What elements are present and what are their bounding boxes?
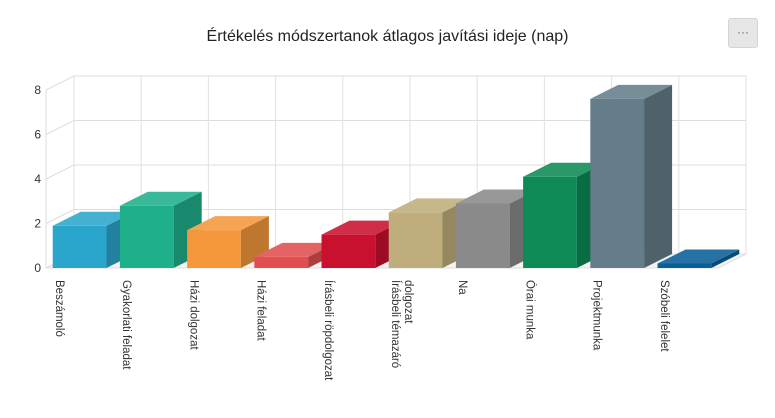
bar-front xyxy=(455,203,510,268)
x-tick-label: Gyakorlati feladat xyxy=(120,280,132,370)
x-tick-label: Na xyxy=(456,280,468,295)
x-tick-label-line: Na xyxy=(456,280,468,295)
bar-front xyxy=(523,176,577,268)
x-tick-label: Házi dolgozat xyxy=(187,280,199,350)
bar-front xyxy=(254,256,309,268)
x-tick-label-line: Gyakorlati feladat xyxy=(120,280,132,370)
bar-front xyxy=(52,225,107,268)
bar-front xyxy=(590,98,645,269)
bar-side xyxy=(711,249,740,268)
bar-top xyxy=(321,220,404,235)
x-tick-label-line: Beszámoló xyxy=(53,280,65,337)
bar-side xyxy=(644,84,673,269)
gridline-side xyxy=(45,209,75,224)
x-tick-label-line: dolgozat xyxy=(402,280,414,324)
y-tick-label: 2 xyxy=(34,217,41,231)
bar-top xyxy=(187,216,269,231)
x-tick-label-line: Házi dolgozat xyxy=(187,280,199,350)
chart-menu-button[interactable]: ··· xyxy=(728,18,758,48)
x-tick-label-line: Szóbeli felelet xyxy=(658,280,670,352)
x-tick-label: Beszámoló xyxy=(53,280,65,337)
x-tick-label: Házi feladat xyxy=(255,280,267,342)
bar-top xyxy=(388,198,471,213)
y-tick-label: 0 xyxy=(34,261,41,275)
gridline-side xyxy=(45,164,75,180)
bar-front xyxy=(657,263,712,268)
x-tick-label: Projektmunka xyxy=(591,280,603,351)
x-tick-label: Írásbeli témazáródolgozat xyxy=(389,280,414,368)
bar-top xyxy=(523,162,605,177)
bar-front xyxy=(187,230,241,268)
y-tick-label: 4 xyxy=(34,172,41,186)
x-tick-label-line: Írásbeli témazáró xyxy=(389,280,402,368)
chart-title: Értékelés módszertanok átlagos javítási … xyxy=(206,28,569,45)
bar-top xyxy=(119,191,202,206)
bar-top xyxy=(455,189,538,204)
bar-top xyxy=(254,242,337,257)
y-tick-label: 6 xyxy=(34,128,41,142)
bar-top xyxy=(657,249,740,264)
x-tick-label: Írásbeli röpdolgozat xyxy=(322,280,335,381)
x-tick-label: Szóbeli felelet xyxy=(658,280,670,352)
bar-front xyxy=(119,205,174,268)
x-tick-label-line: Írásbeli röpdolgozat xyxy=(322,280,335,381)
bar-front xyxy=(388,212,443,268)
gridline-side xyxy=(45,75,75,91)
bar-front xyxy=(321,234,376,268)
x-tick-label-line: Házi feladat xyxy=(255,280,267,342)
bar-top xyxy=(590,84,673,99)
x-tick-label: Órai munka xyxy=(523,280,536,340)
x-tick-label-line: Órai munka xyxy=(523,280,536,340)
x-tick-label-line: Projektmunka xyxy=(591,280,603,351)
y-tick-label: 8 xyxy=(34,83,41,97)
bar-top xyxy=(52,211,135,226)
gridline-side xyxy=(45,120,75,135)
